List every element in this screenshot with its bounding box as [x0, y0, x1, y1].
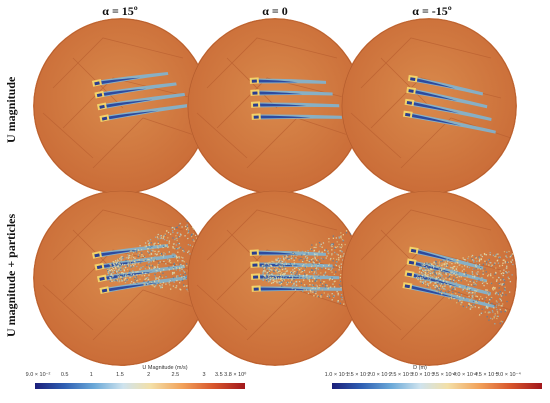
colorbar-right-tick: 4.5 × 10⁻⁴	[474, 372, 500, 378]
panel-u-alpha-minus-15	[341, 18, 517, 194]
colorbar-left-tick: 2.5	[171, 372, 180, 378]
colorbar-right-tick: 5.0 × 10⁻⁴	[495, 372, 521, 378]
colorbar-right-tick: 4.0 × 10⁻⁴	[452, 372, 479, 378]
colorbar-left-tick: 2	[147, 372, 151, 378]
column-title-alpha-15: α = 15º	[102, 4, 138, 18]
colorbar-left-ticks: 9.0 × 10⁻² 0.5 1 1.5 2 2.5 3 3.5 3.8 × 1…	[26, 372, 247, 380]
colorbar-left-tick: 1.5	[116, 372, 124, 378]
colorbar-right-tick: 2.5 × 10⁻⁴	[388, 372, 415, 378]
colorbar-right-tick: 2.0 × 10⁻⁴	[367, 372, 393, 378]
panel-u-alpha-0	[187, 18, 363, 194]
panel-particles-alpha-0	[187, 190, 363, 366]
panel-u-alpha-15	[33, 18, 209, 194]
colorbar-right-title: D (m)	[413, 365, 427, 371]
colorbar-right-ticks: 1.0 × 10⁻⁴ 1.5 × 10⁻⁴ 2.0 × 10⁻⁴ 2.5 × 1…	[325, 372, 521, 380]
column-title-alpha-0: α = 0	[262, 4, 288, 18]
colorbar-left	[35, 383, 245, 389]
colorbar-right-tick: 3.0 × 10⁻⁴	[410, 372, 436, 378]
colorbar-left-tick: 9.0 × 10⁻²	[25, 372, 51, 378]
panel-particles-alpha-minus-15	[341, 190, 517, 366]
colorbar-right-tick: 3.5 × 10⁻⁴	[431, 372, 457, 378]
row-label-u-magnitude-particles: U magnitude + particles	[4, 213, 18, 337]
colorbar-left-title: U Magnitude (m/s)	[142, 365, 188, 371]
colorbar-left-tick: 3	[202, 372, 206, 378]
colorbar-right	[332, 383, 542, 389]
colorbar-right-tick: 1.5 × 10⁻⁴	[346, 372, 372, 378]
colorbar-right-tick: 1.0 × 10⁻⁴	[324, 372, 350, 378]
colorbar-left-tick: 1	[89, 372, 93, 378]
colorbar-left-tick: 0.5	[60, 372, 69, 378]
panel-particles-alpha-15	[33, 190, 209, 366]
row-label-u-magnitude: U magnitude	[4, 76, 18, 144]
colorbar-left-tick: 3.5 3.8 × 10⁰	[214, 372, 247, 378]
column-title-alpha-minus-15: α = -15º	[412, 4, 452, 18]
